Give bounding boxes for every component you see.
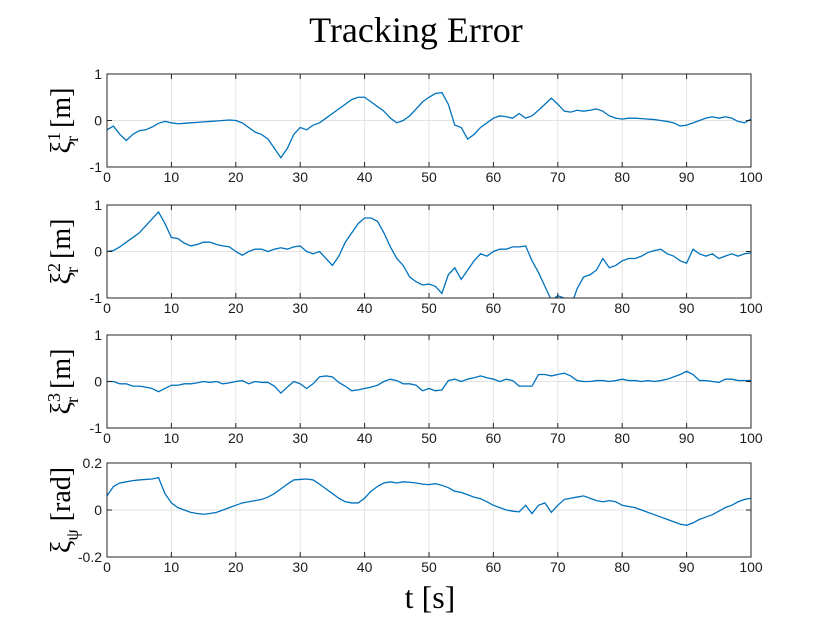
- x-tick-label: 30: [292, 559, 308, 575]
- x-tick-label: 80: [614, 430, 630, 446]
- x-tick-label: 80: [614, 559, 630, 575]
- x-axis-label: t [s]: [405, 579, 456, 615]
- x-tick-label: 20: [228, 559, 244, 575]
- y-tick-label: 0.2: [83, 455, 103, 471]
- x-tick-label: 70: [550, 300, 566, 316]
- y-axis-label: ξ1r[m]: [44, 88, 82, 154]
- y-tick-label: -1: [90, 420, 103, 436]
- subplot-4: 0 10 20 30 40 50 60 70 80 90 100-0.200.2ξψ[rad]: [46, 455, 763, 575]
- x-tick-label: 20: [228, 430, 244, 446]
- x-tick-label: 30: [292, 300, 308, 316]
- x-tick-label: 50: [421, 430, 437, 446]
- x-tick-label: 70: [550, 559, 566, 575]
- x-tick-label: 20: [228, 300, 244, 316]
- x-tick-label: 50: [421, 559, 437, 575]
- x-tick-label: 90: [679, 300, 695, 316]
- x-tick-label: 0: [103, 169, 111, 185]
- x-tick-label: 100: [739, 559, 763, 575]
- x-tick-label: 10: [164, 430, 180, 446]
- series-line-1: [107, 476, 751, 526]
- x-tick-label: 90: [679, 169, 695, 185]
- y-tick-label: -0.2: [78, 549, 102, 565]
- x-tick-label: 70: [550, 169, 566, 185]
- x-tick-label: 100: [739, 430, 763, 446]
- x-tick-label: 30: [292, 169, 308, 185]
- series-line-1: [107, 210, 751, 298]
- y-tick-label: 1: [94, 197, 102, 213]
- x-tick-label: 40: [357, 300, 373, 316]
- x-tick-label: 100: [739, 300, 763, 316]
- y-tick-label: 0: [94, 502, 102, 518]
- x-tick-label: 60: [486, 300, 502, 316]
- figure-title: Tracking Error: [309, 10, 523, 50]
- y-axis-label: ξ3r[m]: [44, 349, 82, 415]
- y-tick-label: 1: [94, 327, 102, 343]
- x-tick-label: 10: [164, 300, 180, 316]
- x-tick-label: 90: [679, 430, 695, 446]
- x-tick-label: 60: [486, 169, 502, 185]
- series-line-1: [107, 91, 751, 159]
- x-tick-label: 90: [679, 559, 695, 575]
- x-tick-label: 30: [292, 430, 308, 446]
- y-tick-label: 0: [94, 113, 102, 129]
- x-tick-label: 60: [486, 559, 502, 575]
- x-tick-label: 10: [164, 169, 180, 185]
- y-axis-label: ξ2r[m]: [44, 219, 82, 285]
- x-tick-label: 40: [357, 559, 373, 575]
- x-tick-label: 40: [357, 430, 373, 446]
- y-tick-label: -1: [90, 159, 103, 175]
- x-tick-label: 10: [164, 559, 180, 575]
- x-tick-label: 0: [103, 559, 111, 575]
- y-tick-label: -1: [90, 290, 103, 306]
- x-tick-label: 40: [357, 169, 373, 185]
- x-tick-label: 100: [739, 169, 763, 185]
- x-tick-label: 20: [228, 169, 244, 185]
- x-tick-label: 0: [103, 300, 111, 316]
- y-tick-label: 0: [94, 244, 102, 260]
- x-tick-label: 50: [421, 169, 437, 185]
- x-tick-label: 70: [550, 430, 566, 446]
- y-tick-label: 0: [94, 374, 102, 390]
- x-tick-label: 60: [486, 430, 502, 446]
- series-line-1: [107, 370, 751, 395]
- x-tick-label: 80: [614, 169, 630, 185]
- x-tick-label: 50: [421, 300, 437, 316]
- x-tick-label: 0: [103, 430, 111, 446]
- x-tick-label: 80: [614, 300, 630, 316]
- y-tick-label: 1: [94, 66, 102, 82]
- y-axis-label: ξψ[rad]: [46, 467, 82, 553]
